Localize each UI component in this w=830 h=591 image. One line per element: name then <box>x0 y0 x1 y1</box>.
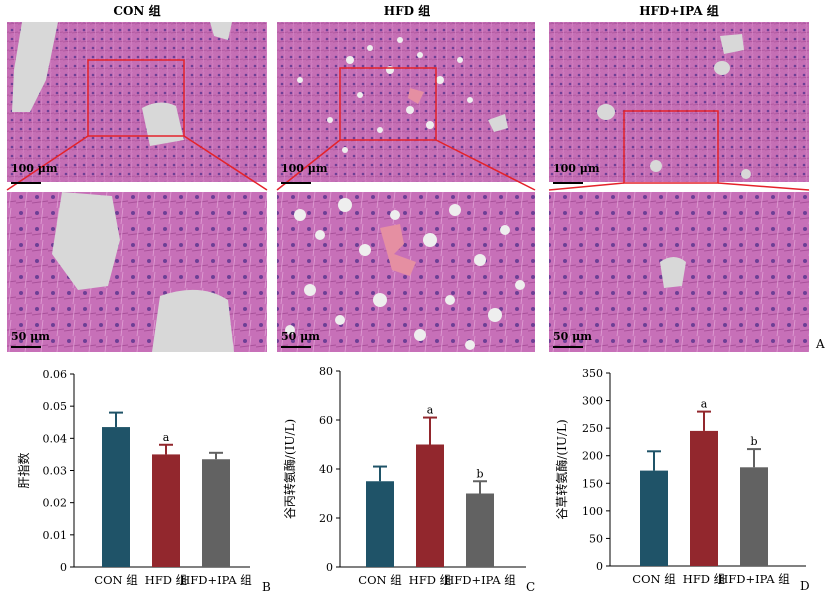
panel-letter: B <box>262 580 271 591</box>
y-tick-label: 0 <box>60 561 67 574</box>
hfd-zoom-image <box>277 192 535 352</box>
bar <box>640 470 668 566</box>
con-column-title: CON 组 <box>113 4 161 18</box>
bar <box>690 430 718 566</box>
bar <box>466 493 494 567</box>
hfd-scale-label-bottom: 50 μm <box>281 330 320 343</box>
ast-chart: 0 50 100 150 200 250 300 350 谷草转氨酶/(IU/L) CON 组 a H… <box>554 367 810 591</box>
con-scale-bar-bottom <box>11 346 41 348</box>
y-tick-label: 150 <box>582 477 603 490</box>
category-label: HFD 组 <box>145 573 188 587</box>
y-tick-label: 0.03 <box>43 465 68 478</box>
category-label: CON 组 <box>632 572 676 586</box>
panel-letter: D <box>800 579 810 591</box>
hfd-ipa-column-title: HFD+IPA 组 <box>639 4 719 18</box>
hfd-ipa-scale-label-top: 100 μm <box>553 162 600 175</box>
bar <box>102 427 130 567</box>
y-tick-label: 20 <box>319 512 333 525</box>
y-axis-label: 肝指数 <box>16 452 31 488</box>
y-tick-label: 350 <box>582 367 603 380</box>
y-tick-label: 0.04 <box>43 432 68 445</box>
significance-label: a <box>701 398 708 411</box>
category-label: CON 组 <box>358 573 402 587</box>
y-tick-label: 80 <box>319 365 333 378</box>
y-tick-label: 100 <box>582 505 603 518</box>
category-label: CON 组 <box>94 573 138 587</box>
bar <box>740 467 768 566</box>
histology-figure <box>6 22 810 352</box>
bar <box>202 459 230 567</box>
y-tick-label: 0.02 <box>43 497 68 510</box>
con-scale-label-top: 100 μm <box>11 162 58 175</box>
y-tick-label: 0 <box>596 560 603 573</box>
category-label: HFD+IPA 组 <box>718 572 790 586</box>
hfd-scale-bar-bottom <box>281 346 311 348</box>
hfd-highlight-box <box>339 67 437 141</box>
liver-index-chart: 0 0.01 0.02 0.03 0.04 0.05 0.06 肝指数 CON 组 a HFD 组H… <box>16 368 271 591</box>
con-scale-label-bottom: 50 μm <box>11 330 50 343</box>
y-tick-label: 0.01 <box>43 529 68 542</box>
hfd-ipa-scale-bar-bottom <box>553 346 583 348</box>
significance-label: a <box>163 431 170 444</box>
con-zoom-image <box>7 192 267 352</box>
con-overview-image <box>7 22 267 182</box>
y-tick-label: 200 <box>582 450 603 463</box>
hfd-ipa-scale-label-bottom: 50 μm <box>553 330 592 343</box>
y-tick-label: 0 <box>326 561 333 574</box>
panel-letter: C <box>526 580 535 591</box>
y-tick-label: 0.06 <box>43 368 68 381</box>
y-tick-label: 250 <box>582 422 603 435</box>
zoom-connectors <box>6 135 810 191</box>
hfd-overview-image <box>277 22 535 182</box>
category-label: HFD 组 <box>409 573 452 587</box>
y-tick-label: 40 <box>319 463 333 476</box>
y-axis-label: 谷草转氨酶/(IU/L) <box>554 419 569 519</box>
hfd-ipa-highlight-box <box>623 110 719 184</box>
significance-label: a <box>427 404 434 417</box>
category-label: HFD 组 <box>683 572 726 586</box>
significance-label: b <box>750 435 757 448</box>
hfd-scale-bar-top <box>281 182 311 184</box>
alt-chart: 0 20 40 60 80 谷丙转氨酶/(IU/L) CON 组 a HFD 组 b HFD+IPA… <box>282 365 535 591</box>
con-highlight-box <box>87 59 185 137</box>
significance-label: b <box>476 467 483 480</box>
bar <box>152 454 180 567</box>
y-tick-label: 300 <box>582 395 603 408</box>
category-label: HFD+IPA 组 <box>180 573 252 587</box>
hfd-column-title: HFD 组 <box>383 4 431 18</box>
category-label: HFD+IPA 组 <box>444 573 516 587</box>
hfd-ipa-scale-bar-top <box>553 182 583 184</box>
y-tick-label: 60 <box>319 414 333 427</box>
bar <box>366 481 394 567</box>
panel-letter-a: A <box>816 337 825 351</box>
y-tick-label: 50 <box>589 532 603 545</box>
y-tick-label: 0.05 <box>43 400 68 413</box>
hfd-scale-label-top: 100 μm <box>281 162 328 175</box>
y-axis-label: 谷丙转氨酶/(IU/L) <box>282 419 297 519</box>
bar <box>416 444 444 567</box>
hfd-ipa-zoom-image <box>549 192 809 352</box>
hfd-ipa-overview-image <box>549 22 809 184</box>
con-scale-bar-top <box>11 182 41 184</box>
